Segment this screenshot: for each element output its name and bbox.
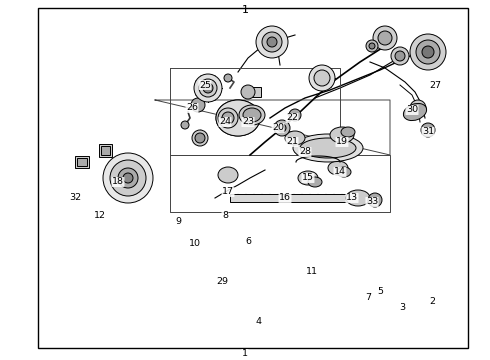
Circle shape xyxy=(309,65,335,91)
Text: 11: 11 xyxy=(306,267,318,276)
Text: 10: 10 xyxy=(189,239,201,248)
Text: 17: 17 xyxy=(222,188,234,197)
Ellipse shape xyxy=(223,106,253,130)
Circle shape xyxy=(103,153,153,203)
Ellipse shape xyxy=(239,105,265,125)
Text: 4: 4 xyxy=(255,318,261,327)
Circle shape xyxy=(224,74,232,82)
Bar xyxy=(223,108,253,128)
Text: 2: 2 xyxy=(429,297,435,306)
Ellipse shape xyxy=(293,134,363,162)
Ellipse shape xyxy=(218,167,238,183)
Ellipse shape xyxy=(230,112,246,124)
Bar xyxy=(98,144,112,157)
Ellipse shape xyxy=(328,161,348,175)
Text: 25: 25 xyxy=(199,81,211,90)
Text: 3: 3 xyxy=(399,303,405,312)
Text: 6: 6 xyxy=(245,238,251,247)
Circle shape xyxy=(262,32,282,52)
Circle shape xyxy=(181,121,189,129)
Ellipse shape xyxy=(337,167,351,177)
Bar xyxy=(38,8,468,348)
Ellipse shape xyxy=(341,127,355,137)
Circle shape xyxy=(222,112,234,124)
Circle shape xyxy=(267,37,277,47)
Text: 13: 13 xyxy=(346,194,358,202)
Text: 28: 28 xyxy=(299,148,311,157)
Circle shape xyxy=(410,100,426,116)
Circle shape xyxy=(278,124,286,132)
Circle shape xyxy=(118,168,138,188)
Circle shape xyxy=(191,98,205,112)
Circle shape xyxy=(203,83,213,93)
Circle shape xyxy=(391,47,409,65)
Circle shape xyxy=(194,74,222,102)
Text: 8: 8 xyxy=(222,211,228,220)
Text: 1: 1 xyxy=(242,350,248,359)
Text: 21: 21 xyxy=(286,138,298,147)
Text: 31: 31 xyxy=(422,127,434,136)
Ellipse shape xyxy=(298,171,318,185)
Text: 9: 9 xyxy=(175,217,181,226)
Text: 24: 24 xyxy=(219,117,231,126)
Text: 29: 29 xyxy=(216,278,228,287)
Text: 27: 27 xyxy=(429,81,441,90)
Text: 12: 12 xyxy=(94,211,106,220)
Circle shape xyxy=(241,85,255,99)
Circle shape xyxy=(289,109,301,121)
Text: 32: 32 xyxy=(69,194,81,202)
Circle shape xyxy=(274,120,290,136)
Text: 15: 15 xyxy=(302,174,314,183)
Bar xyxy=(77,158,87,166)
Bar xyxy=(230,194,360,202)
Text: 18: 18 xyxy=(112,177,124,186)
Text: 1: 1 xyxy=(242,5,248,15)
Text: 26: 26 xyxy=(186,104,198,112)
Text: 33: 33 xyxy=(366,198,378,207)
Text: 14: 14 xyxy=(334,167,346,176)
Text: 22: 22 xyxy=(286,113,298,122)
Circle shape xyxy=(314,70,330,86)
Circle shape xyxy=(378,31,392,45)
Circle shape xyxy=(373,26,397,50)
Ellipse shape xyxy=(330,127,354,143)
Text: 23: 23 xyxy=(242,117,254,126)
Circle shape xyxy=(410,34,446,70)
Circle shape xyxy=(195,133,205,143)
Circle shape xyxy=(123,173,133,183)
Ellipse shape xyxy=(216,100,260,136)
Circle shape xyxy=(218,108,238,128)
Circle shape xyxy=(422,46,434,58)
Circle shape xyxy=(421,123,435,137)
Circle shape xyxy=(366,40,378,52)
Circle shape xyxy=(369,43,375,49)
Circle shape xyxy=(256,26,288,58)
Ellipse shape xyxy=(243,108,261,122)
Circle shape xyxy=(192,130,208,146)
Text: 5: 5 xyxy=(377,288,383,297)
Ellipse shape xyxy=(403,103,427,121)
Circle shape xyxy=(416,40,440,64)
Ellipse shape xyxy=(216,100,260,136)
Bar xyxy=(75,156,89,168)
Text: 19: 19 xyxy=(336,138,348,147)
Text: 16: 16 xyxy=(279,194,291,202)
Circle shape xyxy=(395,51,405,61)
Text: 30: 30 xyxy=(406,105,418,114)
Text: 20: 20 xyxy=(272,123,284,132)
Circle shape xyxy=(199,79,217,97)
Bar xyxy=(100,145,109,154)
Text: 7: 7 xyxy=(365,293,371,302)
Ellipse shape xyxy=(308,177,322,187)
Circle shape xyxy=(110,160,146,196)
Bar xyxy=(243,87,261,97)
Circle shape xyxy=(368,193,382,207)
Ellipse shape xyxy=(285,131,305,145)
Ellipse shape xyxy=(300,138,356,158)
Ellipse shape xyxy=(346,190,370,206)
